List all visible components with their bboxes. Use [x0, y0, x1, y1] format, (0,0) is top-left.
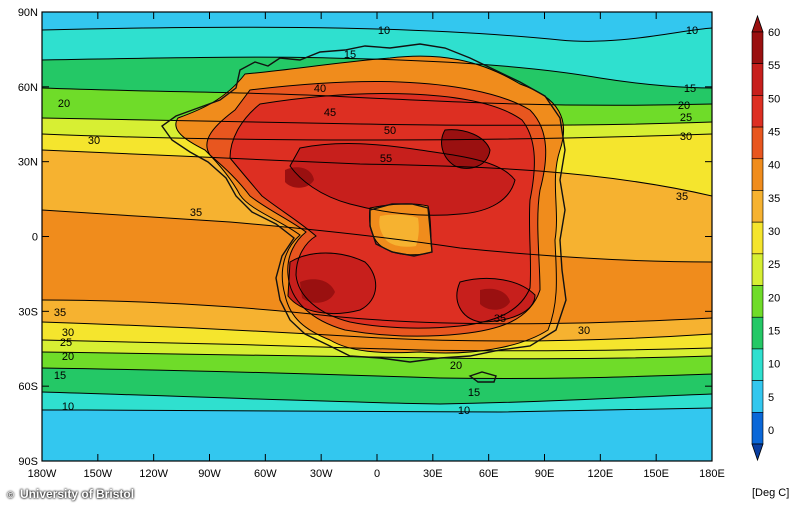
contour-label: 10: [378, 25, 390, 37]
lon-label: 0: [374, 468, 380, 480]
colorbar-tick-label: 15: [768, 326, 780, 338]
longitude-axis: 180W 150W 120W 90W 60W 30W 0 30E 60E 90E 120E 150E 1…: [28, 12, 725, 480]
colorbar: 0 5 10 15 20 25 30 35 40 45 50 55 60: [751, 14, 780, 462]
colorbar-segment: [751, 190, 764, 223]
colorbar-tick-label: 20: [768, 292, 780, 304]
contour-label: 15: [468, 387, 480, 399]
colorbar-bottom-arrow: [751, 443, 764, 462]
lat-label: 90N: [18, 7, 38, 19]
lon-label: 120E: [587, 468, 613, 480]
contour-label: 15: [684, 83, 696, 95]
contour-label: 10: [686, 25, 698, 37]
contour-label: 30: [578, 325, 590, 337]
colorbar-tick-label: 10: [768, 359, 780, 371]
colorbar-tick-label: 45: [768, 127, 780, 139]
contour-label: 45: [324, 107, 336, 119]
contour-label: 40: [314, 83, 326, 95]
contour-label: 30: [680, 131, 692, 143]
latitude-axis: 90N 60N 30N 0 30S 60S 90S: [18, 7, 712, 468]
lon-label: 60W: [254, 468, 277, 480]
colorbar-segment: [751, 158, 764, 191]
colorbar-segment: [751, 221, 764, 255]
lon-label: 30W: [310, 468, 333, 480]
colorbar-segment: [751, 63, 764, 96]
colorbar-tick-label: 0: [768, 425, 774, 437]
contour-label: 50: [384, 125, 396, 137]
contour-label: 35: [54, 307, 66, 319]
contour-label: 20: [678, 100, 690, 112]
lat-label: 60S: [18, 381, 38, 393]
lon-label: 30E: [423, 468, 443, 480]
colorbar-segment: [751, 412, 764, 445]
colorbar-tick-label: 35: [768, 193, 780, 205]
contour-label: 35: [676, 191, 688, 203]
contour-label: 10: [458, 405, 470, 417]
contour-label: 10: [62, 401, 74, 413]
contour-lines: [42, 26, 712, 413]
colorbar-tick-label: 50: [768, 93, 780, 105]
colorbar-segment: [751, 95, 764, 128]
colorbar-tick-label: 30: [768, 226, 780, 238]
colorbar-segment: [751, 285, 764, 318]
contour-label: 15: [344, 49, 356, 61]
colorbar-tick-label: 25: [768, 259, 780, 271]
contour-label: 15: [54, 370, 66, 382]
contour-label: 20: [450, 360, 462, 372]
contour-label: 25: [680, 112, 692, 124]
contour-label: 35: [494, 313, 506, 325]
contour-label: 30: [62, 327, 74, 339]
lat-label: 60N: [18, 82, 38, 94]
colorbar-segment: [751, 31, 764, 64]
contour-label: 30: [88, 135, 100, 147]
colorbar-tick-label: 40: [768, 160, 780, 172]
colorbar-segment: [751, 126, 764, 160]
copyright-icon: ©: [4, 487, 17, 501]
credit-text: University of Bristol: [20, 487, 135, 501]
lat-label: 30S: [18, 306, 38, 318]
colorbar-top-arrow: [751, 14, 764, 33]
colorbar-segment: [751, 380, 764, 413]
lon-label: 150W: [83, 468, 112, 480]
contour-label: 55: [380, 153, 392, 165]
contour-label: 20: [62, 351, 74, 363]
lat-label: 0: [32, 232, 38, 244]
lon-label: 180E: [699, 468, 725, 480]
colorbar-tick-label: 60: [768, 27, 780, 39]
lat-label: 30N: [18, 157, 38, 169]
colorbar-segment: [751, 253, 764, 286]
contour-label: 20: [58, 98, 70, 110]
colorbar-segment: [751, 316, 764, 350]
lon-label: 60E: [479, 468, 499, 480]
colorbar-tick-label: 55: [768, 60, 780, 72]
coastline: [161, 43, 567, 383]
contour-label: 25: [60, 337, 72, 349]
colorbar-tick-label: 5: [768, 392, 774, 404]
colorbar-segment: [751, 348, 764, 381]
lat-label: 90S: [18, 456, 38, 468]
plot-area: [42, 12, 712, 461]
lon-label: 150E: [643, 468, 669, 480]
lon-label: 90E: [535, 468, 555, 480]
colorbar-unit-label: [Deg C]: [752, 487, 789, 499]
contour-label: 35: [190, 207, 202, 219]
lon-label: 90W: [198, 468, 221, 480]
credit-watermark: © University of Bristol: [4, 486, 134, 502]
lon-label: 120W: [139, 468, 168, 480]
lon-label: 180W: [28, 468, 57, 480]
